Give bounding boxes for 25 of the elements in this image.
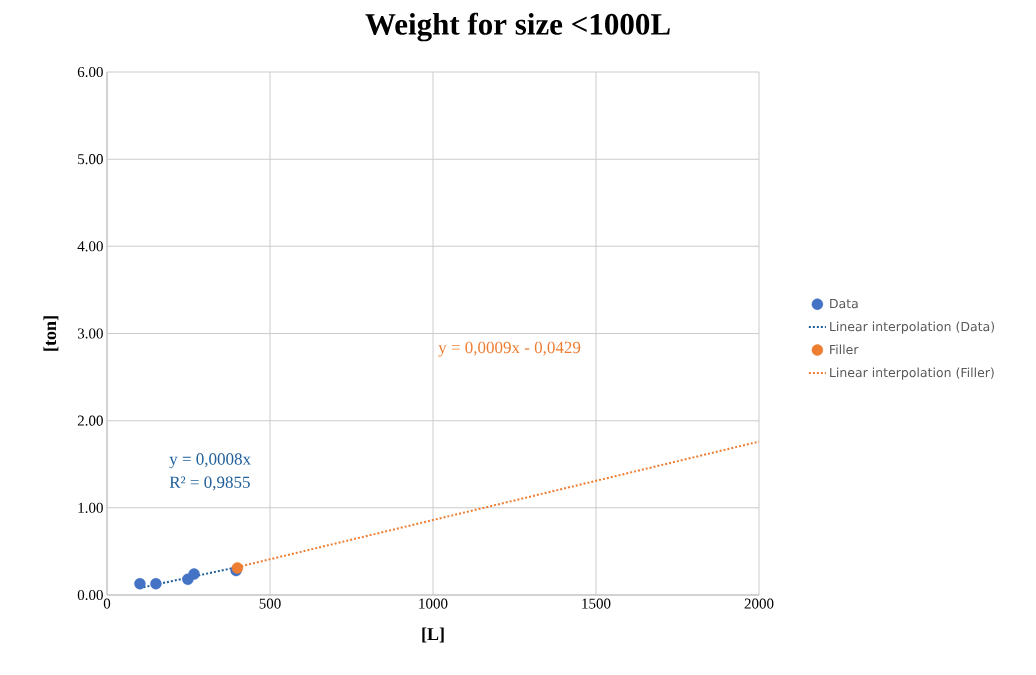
y-tick-label: 5.00 (78, 154, 103, 165)
annotation: y = 0,0009x - 0,0429 (438, 341, 581, 357)
legend-label: Data (830, 298, 858, 309)
x-tick-label: 0 (103, 598, 111, 609)
y-tick-label: 4.00 (77, 241, 103, 252)
y-tick-label: 2.00 (77, 415, 103, 426)
point (150, 577, 162, 590)
x-tick-label: 500 (259, 598, 281, 609)
y-tick-label: 6.00 (77, 66, 103, 78)
y-tick-label: 3.00 (77, 328, 103, 339)
x-tick-label: 1000 (419, 598, 448, 609)
legend-label: Linear interpolation (Filler) (830, 367, 994, 380)
annotation: y = 0,0008x (169, 453, 251, 469)
x-tick-label: 1500 (582, 598, 611, 609)
y-tick-label: 0.00 (77, 589, 103, 601)
x-axis-title: [L] (422, 627, 444, 643)
annotation: R² = 0,9855 (169, 476, 250, 491)
point (188, 568, 200, 580)
legend-label: Linear interpolation (Data) (830, 321, 995, 334)
legend-label: Filler (830, 344, 859, 355)
chart-title: Weight for size <1000L (365, 12, 670, 42)
point (134, 577, 146, 590)
y-axis-title: [ton] (43, 316, 59, 351)
x-tick-label: 2000 (744, 598, 774, 609)
y-tick-label: 1.00 (78, 502, 103, 513)
